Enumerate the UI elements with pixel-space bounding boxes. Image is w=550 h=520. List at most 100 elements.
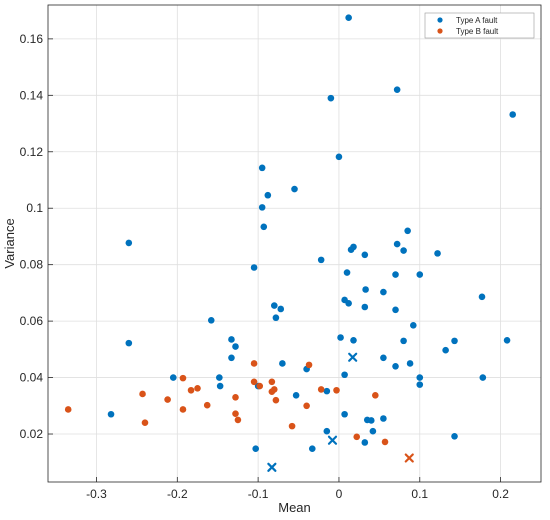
data-point-type-a xyxy=(406,360,414,367)
x-tick-label: -0.1 xyxy=(248,487,269,501)
y-tick-label: 0.02 xyxy=(20,427,44,441)
y-tick-label: 0.1 xyxy=(26,201,43,215)
data-points xyxy=(64,14,517,472)
data-point-type-b xyxy=(234,416,242,424)
tick-labels: -0.3 -0.2 -0.1 0 0.1 0.2 0.02 0.04 0.06 0.08 0.1 0.… xyxy=(20,32,510,501)
data-point-type-a xyxy=(228,336,235,343)
data-point-type-b xyxy=(333,386,340,394)
data-point-type-b xyxy=(270,386,278,393)
data-point-type-a xyxy=(252,445,260,452)
data-point-type-a xyxy=(410,322,417,329)
data-point-type-a xyxy=(434,250,441,257)
data-point-type-a xyxy=(260,223,268,231)
data-point-type-a xyxy=(442,346,449,354)
data-point-type-a xyxy=(393,86,401,93)
data-point-type-b xyxy=(64,406,72,413)
x-tick-label: 0 xyxy=(336,487,343,501)
data-point-x-marker xyxy=(267,462,277,472)
data-point-type-a xyxy=(400,337,407,345)
data-point-type-a xyxy=(393,240,401,248)
legend-marker-type-b xyxy=(437,28,443,34)
y-tick-label: 0.04 xyxy=(20,371,44,385)
data-point-type-b xyxy=(381,438,389,446)
y-tick-label: 0.12 xyxy=(20,145,44,159)
data-point-type-a xyxy=(392,362,399,370)
data-point-type-b xyxy=(372,392,379,399)
data-point-type-a xyxy=(341,371,348,379)
data-point-type-a xyxy=(416,381,424,388)
data-point-type-a xyxy=(337,334,344,341)
legend-box xyxy=(424,12,535,39)
data-point-type-a xyxy=(380,354,387,362)
data-point-type-a xyxy=(323,387,331,395)
data-point-type-a xyxy=(270,302,278,309)
y-tick-label: 0.16 xyxy=(20,32,44,46)
data-point-type-a xyxy=(451,432,458,440)
x-axis-label: Mean xyxy=(278,500,311,515)
data-point-type-b xyxy=(353,433,361,441)
data-point-type-a xyxy=(392,271,399,278)
data-point-type-b xyxy=(139,390,146,398)
data-point-type-b xyxy=(250,378,258,386)
data-point-type-a xyxy=(350,337,357,344)
data-point-type-a xyxy=(232,343,239,350)
data-point-type-a xyxy=(345,14,352,22)
legend-label-type-a: Type A fault xyxy=(456,16,498,25)
data-point-type-a xyxy=(361,251,369,259)
data-point-type-b xyxy=(256,382,264,390)
data-point-type-b xyxy=(303,402,310,410)
data-point-type-a xyxy=(125,339,133,347)
x-tick-label: 0.1 xyxy=(411,487,428,501)
y-tick-label: 0.14 xyxy=(20,88,44,102)
data-point-type-b xyxy=(305,361,313,369)
data-point-type-a xyxy=(416,374,424,381)
data-point-type-a xyxy=(216,382,224,390)
legend: Type A fault Type B fault xyxy=(424,12,535,39)
legend-marker-type-a xyxy=(437,17,443,23)
data-point-type-b xyxy=(268,378,276,386)
data-point-type-a xyxy=(478,293,486,301)
data-point-type-a xyxy=(279,360,286,367)
y-tick-label: 0.06 xyxy=(20,314,44,328)
data-point-type-a xyxy=(317,256,325,264)
data-point-type-a xyxy=(416,271,424,278)
data-point-type-a xyxy=(341,410,348,418)
data-point-type-a xyxy=(258,204,266,211)
data-point-type-b xyxy=(232,410,239,417)
data-point-type-a xyxy=(347,246,355,254)
data-point-type-b xyxy=(194,384,201,392)
data-point-type-a xyxy=(264,191,272,199)
data-point-type-b xyxy=(179,406,187,413)
data-point-type-a xyxy=(479,374,487,381)
data-point-type-a xyxy=(292,392,300,399)
data-point-type-a xyxy=(107,410,115,418)
data-point-type-a xyxy=(250,264,258,271)
data-point-type-a xyxy=(509,111,517,118)
data-point-x-marker xyxy=(348,352,358,362)
data-point-type-a xyxy=(367,417,375,424)
data-point-type-b xyxy=(232,394,239,401)
data-point-type-a xyxy=(277,305,285,313)
data-point-type-b xyxy=(179,374,187,382)
data-point-type-a xyxy=(335,153,343,161)
data-point-type-a xyxy=(369,427,377,435)
data-point-type-a xyxy=(228,354,235,362)
data-point-type-b xyxy=(317,386,325,393)
data-point-type-a xyxy=(380,415,387,422)
x-tick-label: -0.2 xyxy=(167,487,188,501)
data-point-type-a xyxy=(258,164,266,172)
data-point-type-a xyxy=(323,427,331,435)
data-point-type-a xyxy=(380,288,387,296)
y-axis-label: Variance xyxy=(2,218,17,268)
data-point-type-a xyxy=(503,337,511,344)
data-point-type-a xyxy=(327,94,335,102)
data-point-x-marker xyxy=(327,435,338,445)
data-point-type-a xyxy=(362,286,369,293)
data-point-type-a xyxy=(207,316,215,324)
data-point-type-b xyxy=(187,386,195,394)
grid-lines xyxy=(48,5,541,482)
data-point-type-a xyxy=(361,303,369,311)
legend-label-type-b: Type B fault xyxy=(456,27,499,36)
data-point-type-a xyxy=(308,445,316,452)
